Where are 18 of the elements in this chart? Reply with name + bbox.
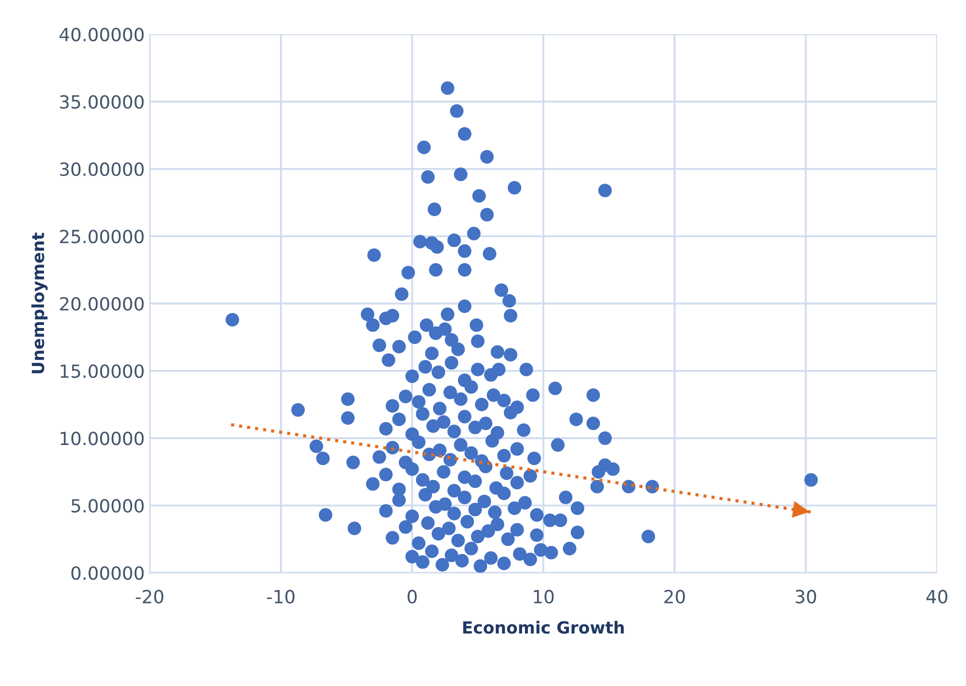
x-axis-title: Economic Growth	[463, 620, 624, 634]
x-tick-label: 40	[926, 590, 948, 604]
x-tick-label: 10	[534, 590, 554, 604]
y-axis-title: Unemployment	[31, 232, 48, 374]
y-tick-label: 35.00000	[60, 95, 144, 109]
y-tick-label: 20.00000	[60, 297, 144, 311]
x-tick-label: 20	[664, 590, 685, 604]
x-tick-label: -20	[136, 590, 164, 604]
y-tick-label: 0.00000	[71, 566, 144, 580]
y-tick-label: 5.00000	[72, 498, 144, 513]
x-tick-label: 0	[408, 590, 417, 604]
y-tick-label: 10.00000	[60, 432, 144, 446]
y-tick-label: 15.00000	[60, 364, 144, 378]
x-tick-label: -10	[267, 590, 294, 604]
y-tick-label: 40.00000	[60, 28, 144, 42]
x-tick-label: 30	[796, 590, 816, 604]
y-tick-label: 30.00000	[60, 162, 144, 176]
y-tick-label: 25.00000	[60, 230, 144, 244]
